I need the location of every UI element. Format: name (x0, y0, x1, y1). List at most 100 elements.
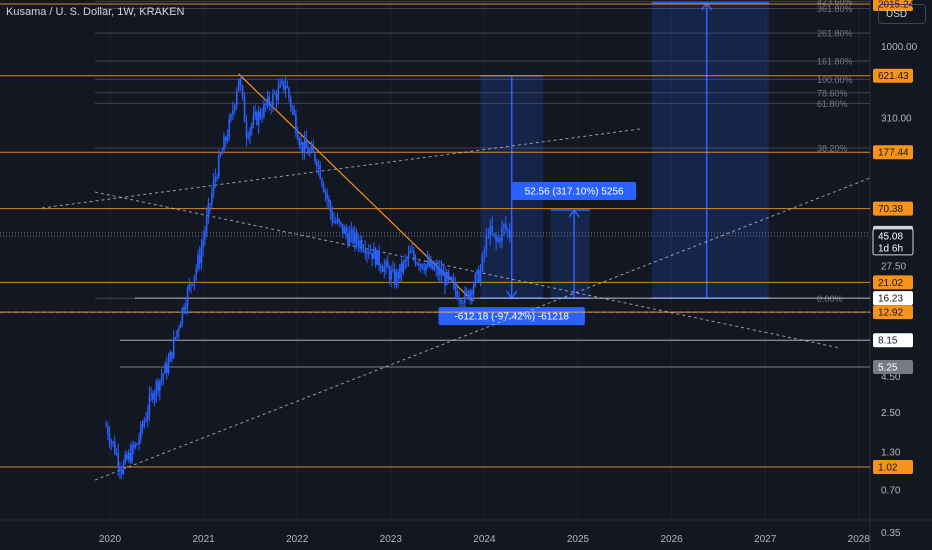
candle-body (357, 241, 360, 247)
candle-body (354, 232, 356, 243)
candle-body (153, 393, 156, 400)
candle-body (145, 419, 147, 422)
x-tick-label: 2020 (99, 534, 122, 545)
candle-body (264, 103, 267, 106)
candle-body (345, 228, 347, 235)
measure-box[interactable] (550, 210, 590, 299)
candle-body (150, 393, 152, 396)
candle-body (167, 361, 170, 374)
currency-button[interactable]: USD (878, 4, 926, 24)
countdown-label: 1d 6h (878, 243, 903, 254)
candle-body (310, 146, 313, 151)
measure-box[interactable] (652, 2, 770, 299)
candle-body (314, 152, 316, 162)
y-tick-label: 0.70 (881, 485, 901, 496)
candle-body (416, 263, 419, 265)
candle-body (164, 363, 166, 374)
candle-body (272, 93, 274, 107)
candle-body (507, 229, 509, 231)
candle-body (133, 445, 135, 448)
x-tick-label: 2021 (192, 534, 215, 545)
measurements: -612.18 (-97.42%) -61218 52.56 (317.10%) … (438, 1, 770, 326)
level-price-label-bg (873, 275, 913, 290)
candle-body (406, 259, 408, 261)
candle-body (343, 228, 346, 234)
candle-body (288, 88, 290, 98)
candle-body (397, 271, 399, 279)
candle-body (376, 250, 379, 265)
candle-body (179, 322, 182, 328)
candle-body (409, 251, 412, 254)
candle-body (160, 377, 163, 381)
candle-body (485, 235, 488, 251)
candle-body (319, 164, 321, 179)
candle-body (152, 393, 154, 400)
candle-body (355, 232, 358, 242)
candle-body (261, 116, 263, 118)
candle-body (205, 216, 208, 232)
candle-body (186, 288, 189, 307)
candle-body (178, 327, 180, 331)
candle-body (295, 114, 297, 133)
current-price-label: 45.08 (878, 231, 903, 242)
candle-body (228, 119, 230, 138)
candle-body (336, 219, 339, 223)
x-tick-label: 2022 (286, 534, 309, 545)
candle-body (200, 247, 203, 264)
candle-body (256, 112, 258, 125)
level-price-label-bg (873, 460, 913, 474)
x-tick-label: 2025 (567, 534, 590, 545)
candle-body (162, 373, 165, 378)
candle-body (247, 136, 250, 138)
candle-body (464, 291, 466, 304)
candle-body (209, 203, 211, 205)
candle-body (211, 193, 213, 204)
candle-body (472, 285, 475, 295)
candle-body (386, 261, 389, 269)
candle-body (110, 441, 113, 443)
candle-body (471, 291, 473, 295)
candle-body (414, 257, 417, 265)
candle-body (477, 269, 480, 283)
level-price-label-bg (873, 0, 913, 11)
candle-body (432, 261, 434, 270)
candle-body (447, 271, 450, 278)
candle-body (207, 203, 210, 217)
candle-body (202, 239, 204, 248)
dashed-channel-line[interactable] (41, 128, 641, 209)
candle-body (155, 381, 158, 394)
candle-body (124, 454, 126, 463)
dashed-support-line[interactable] (94, 177, 871, 481)
fib-label: 78.60% (817, 88, 848, 98)
candle-body (190, 283, 192, 285)
candle-body (404, 259, 406, 262)
candle-body (493, 233, 495, 236)
candle-body (234, 104, 236, 111)
candle-body (378, 250, 380, 266)
candle-body (308, 150, 311, 155)
candle-body (303, 139, 306, 153)
candle-body (134, 443, 137, 448)
y-tick-label: 1.30 (881, 448, 901, 459)
dashed-resistance-line[interactable] (94, 191, 841, 349)
candle-body (435, 266, 438, 268)
level-price-label: 621.43 (878, 71, 909, 82)
trend-lines (41, 73, 871, 481)
candle-body (350, 229, 353, 234)
candle-body (497, 237, 499, 242)
candle-body (328, 199, 330, 203)
candle-body (300, 142, 302, 145)
candle-body (474, 274, 477, 286)
candle-body (165, 363, 168, 374)
y-tick-label: 4.50 (881, 372, 901, 383)
orange-trendline[interactable] (238, 73, 474, 302)
candle-body (411, 251, 413, 253)
measure-label: 52.56 (317.10%) 5256 (525, 187, 624, 198)
candle-body (449, 276, 451, 278)
candle-body (252, 115, 255, 125)
candle-body (454, 282, 457, 291)
candle-body (250, 124, 253, 130)
chart-title: Kusama / U. S. Dollar, 1W, KRAKEN (6, 6, 185, 18)
candle-body (235, 91, 238, 105)
